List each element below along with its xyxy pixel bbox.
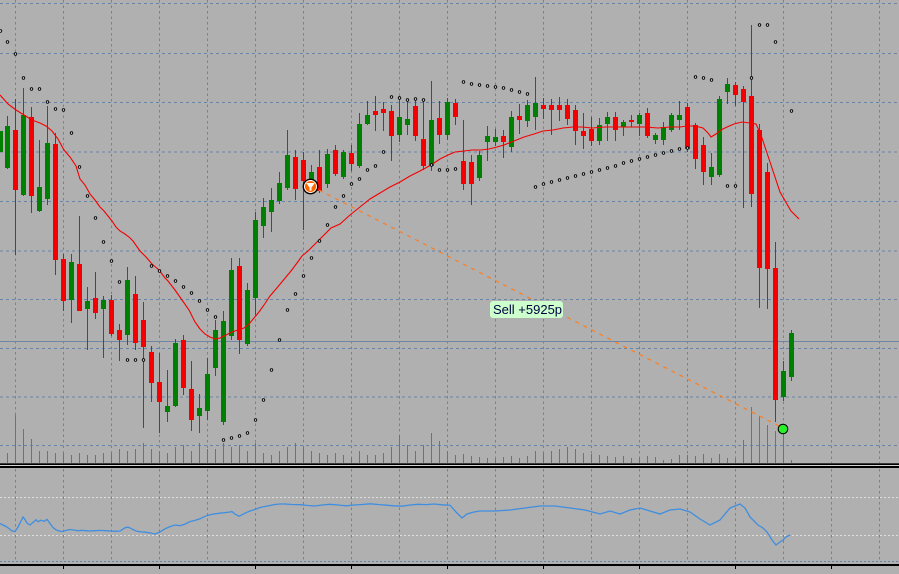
svg-text:Sell +5925p: Sell +5925p: [493, 302, 562, 317]
